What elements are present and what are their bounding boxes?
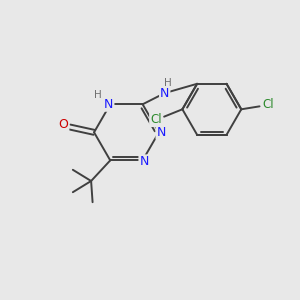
Text: N: N [157,126,166,139]
Text: N: N [104,98,113,111]
Text: O: O [58,118,68,131]
Text: Cl: Cl [150,113,162,126]
Text: Cl: Cl [262,98,274,111]
Text: N: N [140,155,149,168]
Text: H: H [94,90,102,100]
Text: H: H [164,78,172,88]
Text: N: N [160,87,169,100]
